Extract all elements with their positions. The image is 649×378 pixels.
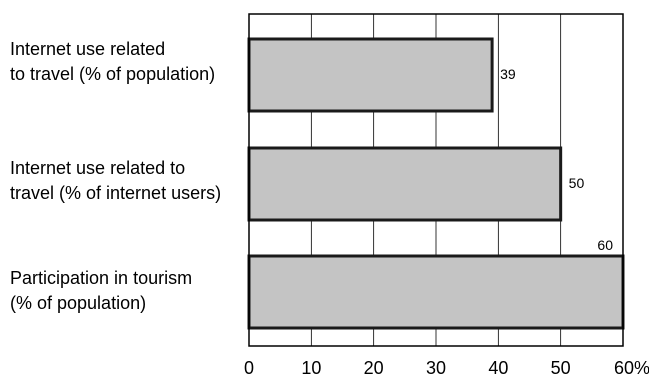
bar (247, 254, 625, 330)
x-axis-tick-labels: 0 10 20 30 40 50 60% (244, 358, 649, 378)
bar (247, 146, 563, 222)
category-label: Internet use related to travel (% of popu… (10, 39, 215, 84)
x-tick-label: 10 (301, 358, 321, 378)
x-tick-label: 50 (551, 358, 571, 378)
x-tick-label: 0 (244, 358, 254, 378)
plot-frame (248, 13, 624, 347)
bar (247, 37, 494, 113)
bars (247, 37, 625, 330)
category-labels: Internet use related to travel (% of popu… (10, 39, 221, 313)
x-tick-label: 40 (488, 358, 508, 378)
x-tick-label: 30 (426, 358, 446, 378)
data-label: 50 (569, 175, 585, 191)
x-tick-label: 20 (364, 358, 384, 378)
category-label: Internet use related to travel (% of inte… (10, 158, 221, 203)
category-label: Participation in tourism (% of population… (10, 268, 192, 313)
data-labels: 39 50 60 (500, 66, 613, 253)
data-label: 39 (500, 66, 516, 82)
data-label: 60 (597, 237, 613, 253)
x-tick-label: 60% (614, 358, 649, 378)
